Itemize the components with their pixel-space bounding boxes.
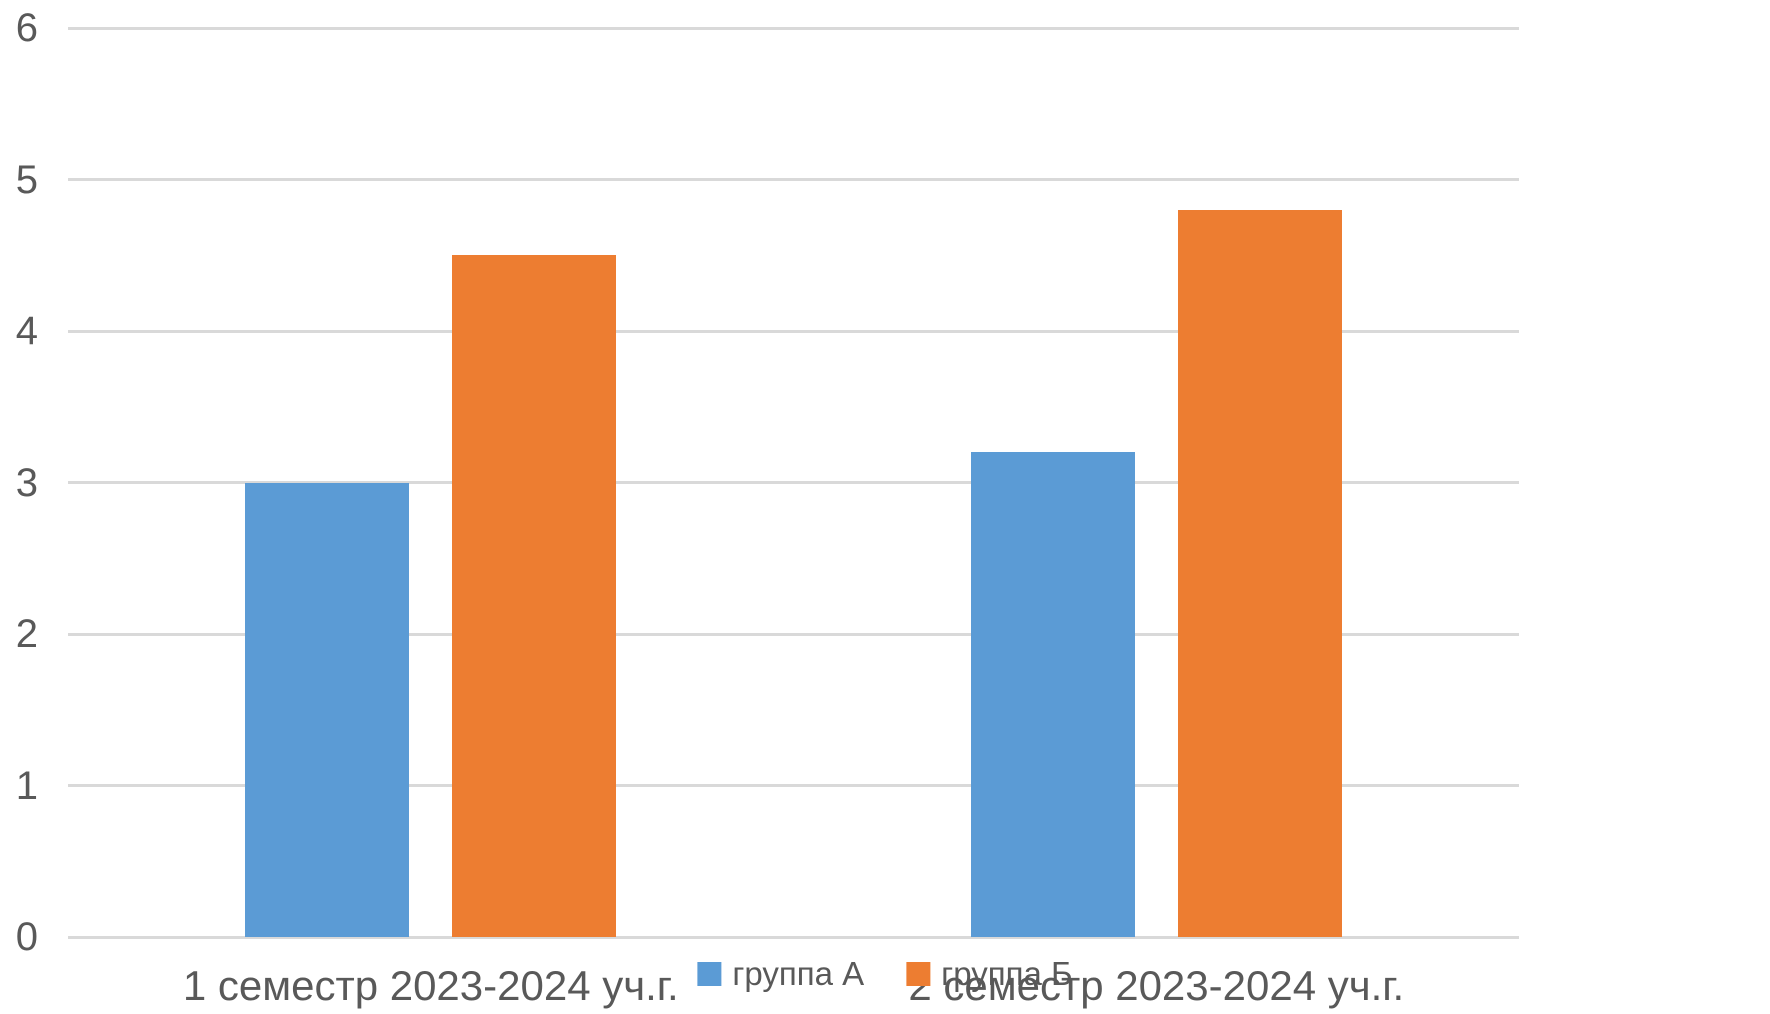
legend-item-1: группа Б	[906, 955, 1073, 992]
gridline-y-2	[68, 632, 1519, 636]
y-tick-label-4: 4	[15, 309, 38, 353]
bar-series1-cat0	[452, 255, 617, 937]
legend-label-0: группа А	[732, 955, 865, 992]
x-category-label-0: 1 семестр 2023-2024 уч.г.	[182, 962, 679, 1009]
gridline-y-3	[68, 481, 1519, 484]
gridline-y-4	[68, 329, 1519, 333]
y-tick-label-1: 1	[15, 763, 38, 808]
bar-series1-cat1	[1177, 209, 1342, 937]
gridline-y-6	[68, 26, 1519, 30]
y-tick-label-5: 5	[15, 157, 38, 202]
y-tick-label-2: 2	[15, 612, 38, 656]
y-tick-label-0: 0	[15, 915, 38, 959]
x-category-label-1: 2 семестр 2023-2024 уч.г.	[908, 962, 1405, 1009]
y-tick-label-6: 6	[15, 6, 38, 50]
legend-swatch-icon	[697, 962, 722, 986]
y-tick-label-3: 3	[15, 460, 38, 505]
plot-area	[68, 26, 1519, 939]
legend: группа А группа Б	[697, 955, 1073, 992]
legend-label-1: группа Б	[941, 955, 1073, 992]
gridline-y-0	[68, 935, 1519, 939]
gridline-y-1	[68, 784, 1519, 787]
legend-item-0: группа А	[697, 956, 864, 992]
bar-series0-cat0	[245, 482, 410, 937]
gridline-y-5	[68, 178, 1519, 181]
legend-swatch-icon	[906, 962, 931, 986]
bar-series0-cat1	[970, 452, 1135, 937]
